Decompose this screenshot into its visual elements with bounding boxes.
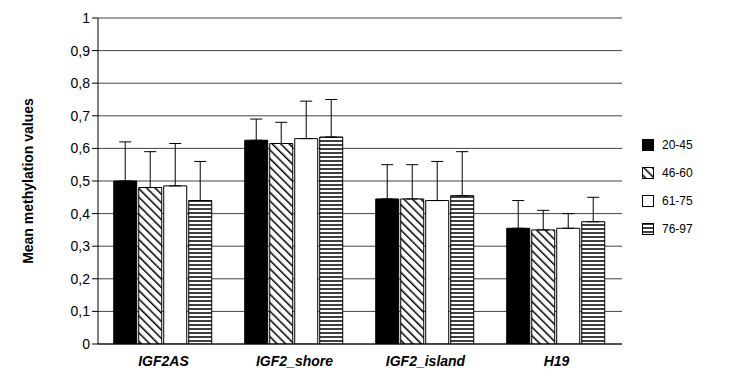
svg-text:0,7: 0,7 [71,108,91,124]
svg-text:0,5: 0,5 [71,173,91,189]
svg-text:IGF2AS: IGF2AS [138,353,189,369]
svg-text:H19: H19 [544,353,570,369]
svg-text:0,8: 0,8 [71,75,91,91]
svg-text:1: 1 [82,10,90,26]
svg-text:0,6: 0,6 [71,140,91,156]
svg-text:Mean methylation values: Mean methylation values [20,98,36,264]
svg-text:0,2: 0,2 [71,271,91,287]
html-text:46-60: 46-60 [662,165,693,180]
svg-text:0,3: 0,3 [71,238,91,254]
svg-text:0,9: 0,9 [71,43,91,59]
svg-text:IGF2_shore: IGF2_shore [256,353,333,369]
svg-text:0: 0 [82,336,90,352]
html-text:61-75: 61-75 [662,193,693,208]
html-text:20-45: 20-45 [662,137,693,152]
svg-text:0,4: 0,4 [71,206,91,222]
html-text:76-97: 76-97 [662,221,693,236]
svg-text:IGF2_island: IGF2_island [386,353,466,369]
svg-text:0,1: 0,1 [71,303,91,319]
